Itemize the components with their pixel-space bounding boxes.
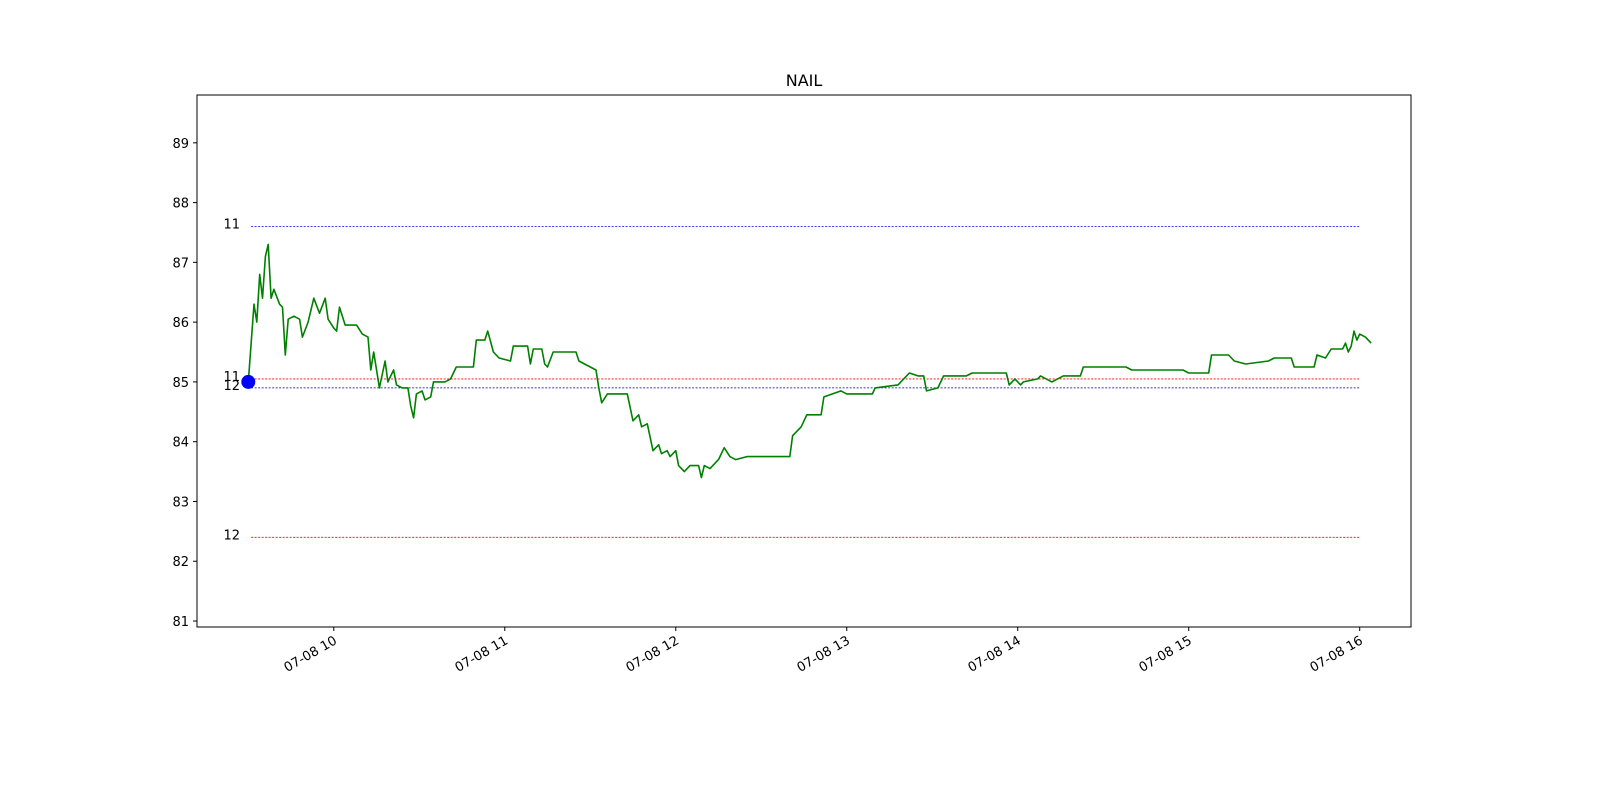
y-tick-label: 86 (172, 316, 189, 331)
y-tick-label: 85 (172, 376, 189, 391)
y-tick-label: 87 (172, 256, 189, 271)
price-series-line (247, 243, 1372, 479)
y-tick-label: 81 (172, 615, 189, 630)
x-axis: 07-08 10 07-08 11 07-08 12 07-08 13 07-08 14… (282, 627, 1366, 676)
y-axis: 81 82 83 84 85 86 87 88 89 (172, 137, 197, 630)
level-label: 11 (223, 218, 240, 233)
x-tick-label: 07-08 15 (1137, 633, 1195, 675)
x-tick-label: 07-08 14 (966, 633, 1024, 675)
plot-frame (196, 94, 1412, 628)
chart-title: NAIL (786, 71, 823, 90)
y-tick-label: 83 (172, 495, 189, 510)
x-tick-label: 07-08 16 (1308, 633, 1366, 675)
x-tick-label: 07-08 12 (624, 633, 682, 675)
level-label: 12 (223, 379, 240, 394)
y-tick-label: 88 (172, 197, 189, 212)
x-tick-label: 07-08 11 (453, 633, 511, 675)
y-tick-label: 89 (172, 137, 189, 152)
level-label: 12 (223, 528, 240, 543)
y-tick-label: 84 (172, 436, 189, 451)
x-tick-label: 07-08 13 (795, 633, 853, 675)
y-tick-label: 82 (172, 555, 189, 570)
start-marker (241, 374, 256, 389)
level-label: 11 (223, 370, 240, 385)
x-tick-label: 07-08 10 (282, 633, 340, 675)
